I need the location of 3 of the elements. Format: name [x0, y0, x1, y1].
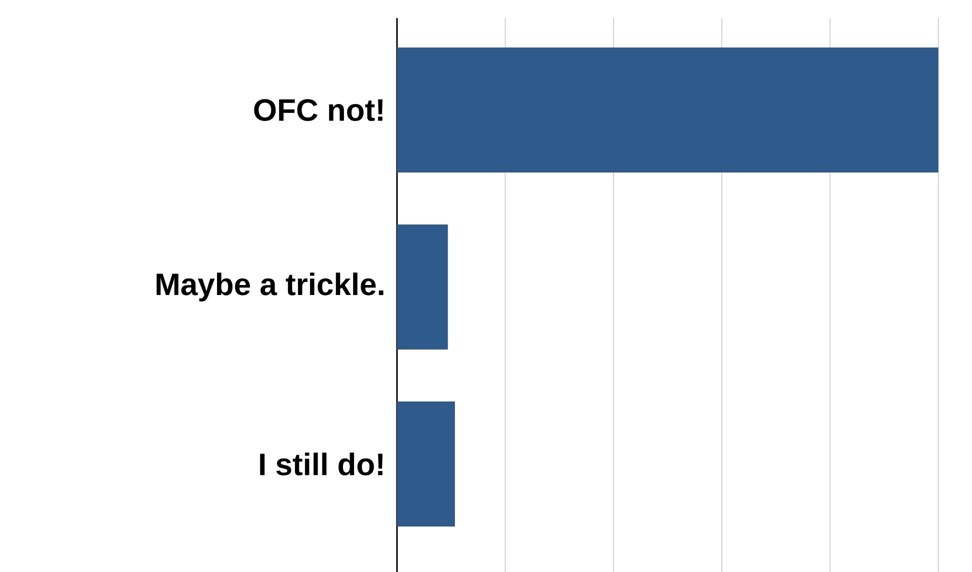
y-tick-label: Maybe a trickle. [156, 272, 384, 302]
y-tick-label: I still do! [260, 452, 383, 476]
y-tick-label: OFC not! [254, 99, 383, 122]
